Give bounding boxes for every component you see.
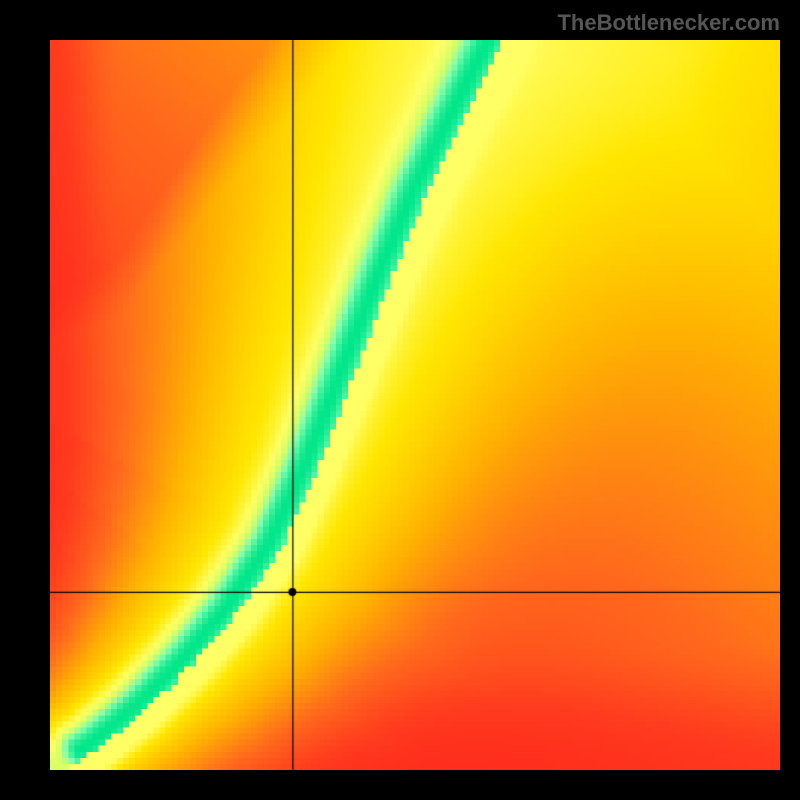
overlay-canvas <box>0 0 800 800</box>
chart-container: TheBottlenecker.com <box>0 0 800 800</box>
watermark: TheBottlenecker.com <box>557 10 780 36</box>
